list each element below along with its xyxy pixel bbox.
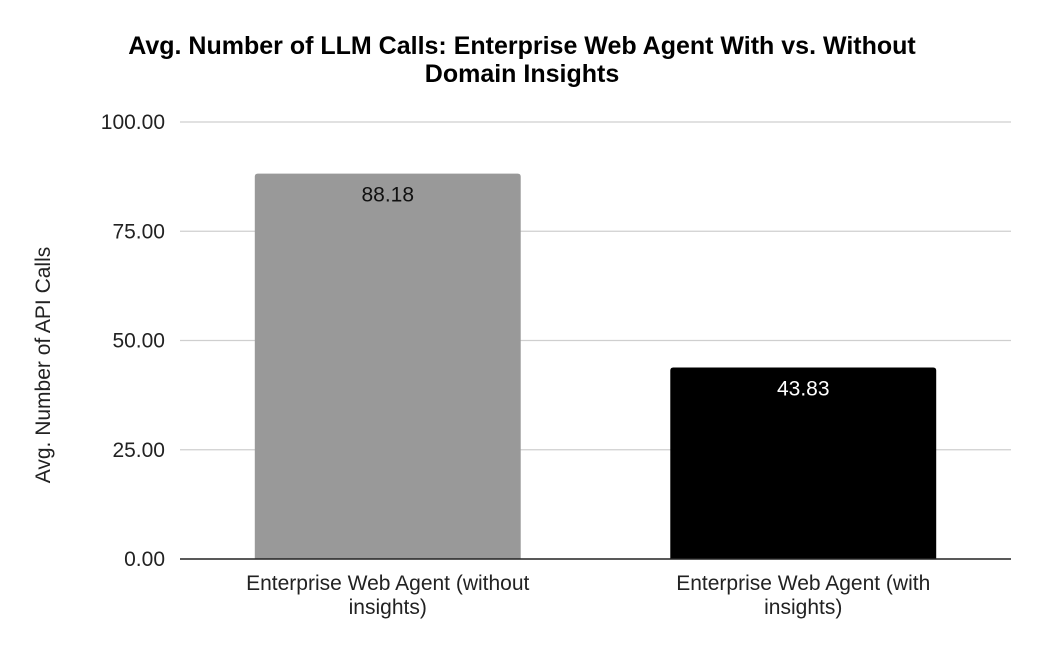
y-tick-labels: 0.00 25.00 50.00 75.00 100.00 [101,111,165,571]
category-labels: Enterprise Web Agent (withoutinsights)En… [246,572,930,619]
category-label: insights) [349,596,427,619]
chart-title-line-2: Domain Insights [425,60,619,88]
y-tick-label: 0.00 [124,548,165,571]
y-tick-label: 75.00 [112,220,165,243]
bar-value-label: 43.83 [777,377,830,400]
y-tick-label: 50.00 [112,330,165,353]
y-axis-label: Avg. Number of API Calls [32,247,55,484]
category-label: insights) [764,596,842,619]
bar [670,367,937,559]
category-label: Enterprise Web Agent (without [246,572,529,595]
y-tick-label: 100.00 [101,111,165,134]
bar-value-label: 88.18 [361,184,414,207]
chart-title-line-1: Avg. Number of LLM Calls: Enterprise Web… [128,32,916,60]
category-label: Enterprise Web Agent (with [676,572,930,595]
bars: 88.18 43.83 [254,173,937,560]
bar [254,173,521,560]
y-tick-label: 25.00 [112,439,165,462]
